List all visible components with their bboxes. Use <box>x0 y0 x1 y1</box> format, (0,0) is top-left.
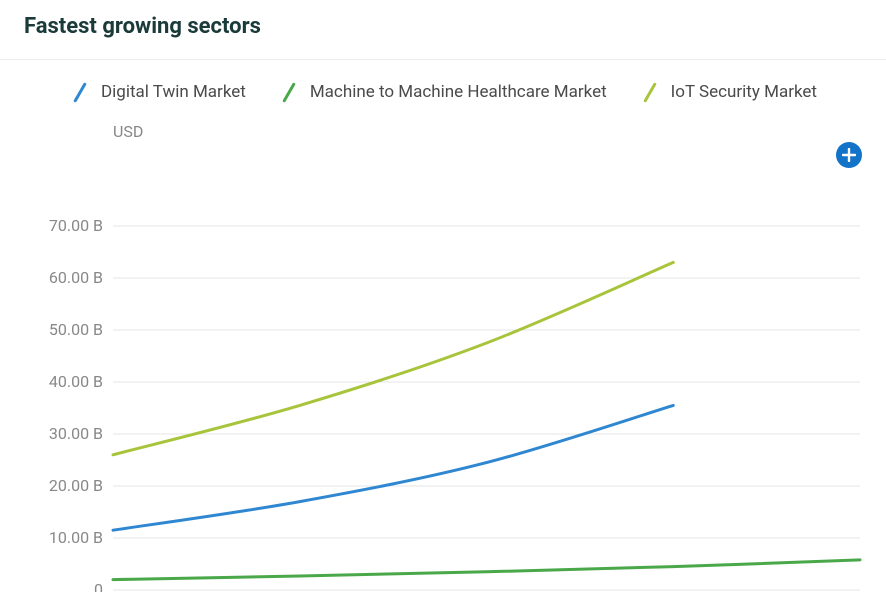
y-tick-label: 30.00 B <box>49 424 103 443</box>
y-tick-label: 50.00 B <box>49 320 103 339</box>
y-tick-label: 20.00 B <box>49 476 103 495</box>
series-line-1 <box>113 560 860 580</box>
chart-container: Digital Twin Market Machine to Machine H… <box>0 60 886 584</box>
y-tick-label: 0 <box>94 580 103 592</box>
series-line-0 <box>113 405 673 530</box>
chart-title: Fastest growing sectors <box>0 0 886 60</box>
y-tick-label: 70.00 B <box>49 216 103 235</box>
gridlines <box>113 226 860 590</box>
y-tick-label: 60.00 B <box>49 268 103 287</box>
y-tick-label: 40.00 B <box>49 372 103 391</box>
series-line-2 <box>113 262 673 454</box>
chart-plot: 0 10.00 B 20.00 B 30.00 B 40.00 B 50.00 B 60.0… <box>0 60 886 592</box>
y-tick-label: 10.00 B <box>49 528 103 547</box>
